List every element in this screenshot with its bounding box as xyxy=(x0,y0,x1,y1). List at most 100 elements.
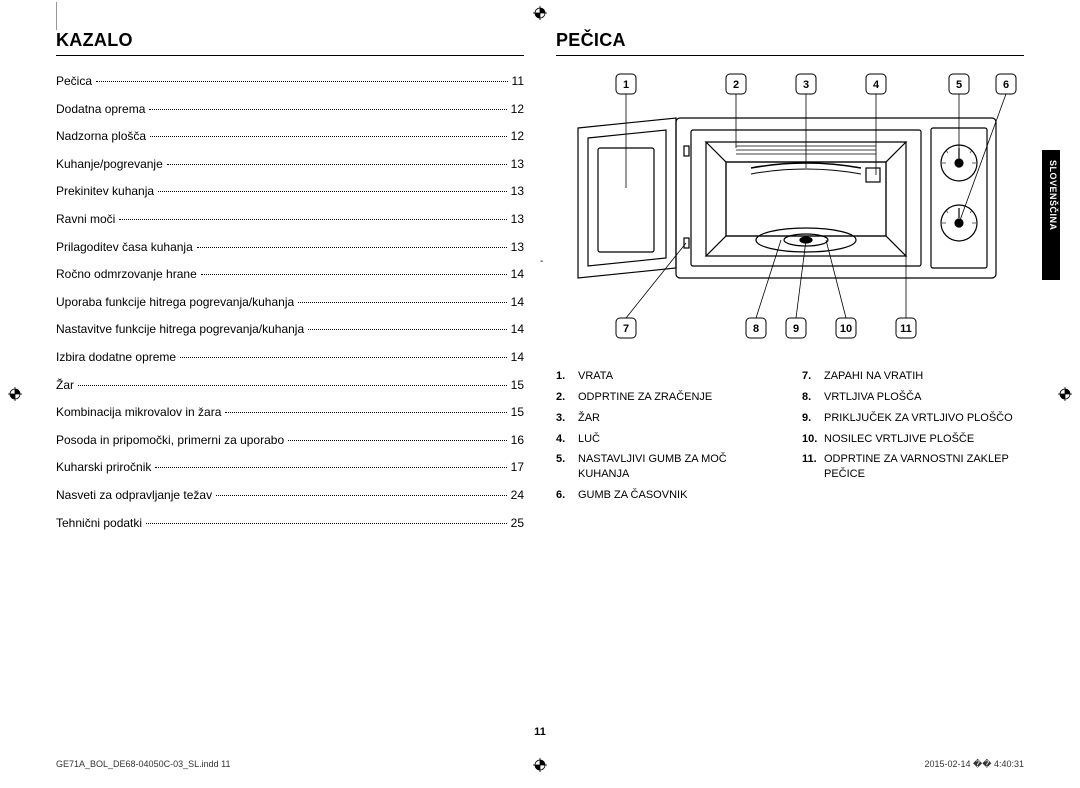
legend-left-col: 1.VRATA2.ODPRTINE ZA ZRAČENJE3.ŽAR4.LUČ5… xyxy=(556,369,778,509)
legend-num: 1. xyxy=(556,369,574,384)
svg-text:10: 10 xyxy=(840,323,852,335)
legend-item: 6. GUMB ZA ČASOVNIK xyxy=(556,488,778,503)
toc-item: Uporaba funkcije hitrega pogrevanja/kuha… xyxy=(56,289,524,317)
toc-item-page: 25 xyxy=(511,516,524,532)
crop-mark xyxy=(56,2,57,30)
toc-item: Nadzorna plošča 12 xyxy=(56,123,524,151)
toc-item-title: Nasveti za odpravljanje težav xyxy=(56,488,212,504)
toc-item: Prekinitev kuhanja13 xyxy=(56,178,524,206)
legend-text: ODPRTINE ZA VARNOSTNI ZAKLEP PEČICE xyxy=(824,452,1024,482)
toc-item-title: Pečica xyxy=(56,74,92,90)
toc-dots xyxy=(197,247,507,248)
legend-item: 5.NASTAVLJIVI GUMB ZA MOČ KUHANJA xyxy=(556,452,778,482)
page-number: 11 xyxy=(534,726,546,738)
legend-num: 10. xyxy=(802,432,820,447)
svg-text:5: 5 xyxy=(956,79,962,91)
toc-item-page: 14 xyxy=(511,295,524,311)
toc-item-title: Ravni moči xyxy=(56,212,115,228)
legend-num: 7. xyxy=(802,369,820,384)
svg-text:11: 11 xyxy=(900,323,912,335)
svg-text:1: 1 xyxy=(623,79,629,91)
toc-item-title: Uporaba funkcije hitrega pogrevanja/kuha… xyxy=(56,295,294,311)
toc-item-title: Posoda in pripomočki, primerni za uporab… xyxy=(56,433,284,449)
toc-item: Žar15 xyxy=(56,372,524,400)
legend: 1.VRATA2.ODPRTINE ZA ZRAČENJE3.ŽAR4.LUČ5… xyxy=(556,369,1024,509)
legend-text: NASTAVLJIVI GUMB ZA MOČ KUHANJA xyxy=(578,452,778,482)
toc-item-title: Kombinacija mikrovalov in žara xyxy=(56,405,221,421)
toc-item-title: Nadzorna plošča xyxy=(56,129,146,145)
toc-item-title: Izbira dodatne opreme xyxy=(56,350,176,366)
svg-text:3: 3 xyxy=(803,79,809,91)
toc-item-page: 17 xyxy=(511,460,524,476)
toc-dots xyxy=(158,191,507,192)
legend-item: 10.NOSILEC VRTLJIVE PLOŠČE xyxy=(802,432,1024,447)
toc-item: Nasveti za odpravljanje težav 24 xyxy=(56,482,524,510)
legend-item: 8. VRTLJIVA PLOŠČA xyxy=(802,390,1024,405)
toc-dots xyxy=(216,495,507,496)
toc-item-page: 14 xyxy=(511,322,524,338)
legend-text: ŽAR xyxy=(578,411,600,426)
toc-dots xyxy=(155,467,506,468)
legend-num: 2. xyxy=(556,390,574,405)
legend-num: 9. xyxy=(802,411,820,426)
toc-item-page: 13 xyxy=(511,240,524,256)
legend-num: 8. xyxy=(802,390,820,405)
svg-text:2: 2 xyxy=(733,79,739,91)
toc-dots xyxy=(298,302,506,303)
toc-item-page: 16 xyxy=(511,433,524,449)
toc-item: Pečica 11 xyxy=(56,68,524,96)
legend-text: LUČ xyxy=(578,432,600,447)
toc-dots xyxy=(201,274,507,275)
footer-timestamp: 2015-02-14 �� 4:40:31 xyxy=(924,759,1024,770)
legend-item: 11.ODPRTINE ZA VARNOSTNI ZAKLEP PEČICE xyxy=(802,452,1024,482)
legend-text: VRTLJIVA PLOŠČA xyxy=(824,390,921,405)
legend-item: 9.PRIKLJUČEK ZA VRTLJIVO PLOŠČO xyxy=(802,411,1024,426)
oven-heading: Pečica xyxy=(556,30,1024,56)
toc-item-title: Žar xyxy=(56,378,74,394)
toc-item: Dodatna oprema12 xyxy=(56,96,524,124)
toc-item: Tehnični podatki25 xyxy=(56,510,524,538)
svg-text:4: 4 xyxy=(873,79,880,91)
toc-item-page: 14 xyxy=(511,267,524,283)
legend-right-col: 7.ZAPAHI NA VRATIH8.VRTLJIVA PLOŠČA9.PRI… xyxy=(802,369,1024,509)
toc-dots xyxy=(78,385,507,386)
toc-list: Pečica 11 Dodatna oprema12 Nadzorna plošča 1… xyxy=(56,68,524,537)
toc-dots xyxy=(150,136,507,137)
toc-item: Posoda in pripomočki, primerni za uporab… xyxy=(56,427,524,455)
toc-item-page: 24 xyxy=(511,488,524,504)
toc-item: Ročno odmrzovanje hrane 14 xyxy=(56,261,524,289)
toc-dots xyxy=(288,440,507,441)
footer-filename: GE71A_BOL_DE68-04050C-03_SL.indd 11 xyxy=(56,759,230,770)
toc-item-page: 12 xyxy=(511,129,524,145)
toc-item-title: Ročno odmrzovanje hrane xyxy=(56,267,197,283)
toc-item: Kuharski priročnik 17 xyxy=(56,454,524,482)
legend-text: GUMB ZA ČASOVNIK xyxy=(578,488,687,503)
toc-dots xyxy=(225,412,506,413)
toc-item-page: 11 xyxy=(512,74,524,90)
toc-dots xyxy=(167,164,507,165)
legend-num: 6. xyxy=(556,488,574,503)
toc-item-title: Nastavitve funkcije hitrega pogrevanja/k… xyxy=(56,322,304,338)
toc-item: Izbira dodatne opreme14 xyxy=(56,344,524,372)
toc-item-title: Kuhanje/pogrevanje xyxy=(56,157,163,173)
toc-item: Kuhanje/pogrevanje13 xyxy=(56,151,524,179)
registration-mark-icon xyxy=(1058,387,1072,401)
toc-item: Ravni moči 13 xyxy=(56,206,524,234)
legend-item: 2.ODPRTINE ZA ZRAČENJE xyxy=(556,390,778,405)
toc-item-page: 15 xyxy=(511,405,524,421)
toc-dots xyxy=(149,109,506,110)
legend-num: 5. xyxy=(556,452,574,482)
toc-column: Kazalo Pečica11Dodatna oprema12Nadzorna … xyxy=(56,30,524,740)
registration-mark-icon xyxy=(533,6,547,20)
legend-num: 3. xyxy=(556,411,574,426)
toc-item-title: Kuharski priročnik xyxy=(56,460,151,476)
toc-item: Prilagoditev časa kuhanja13 xyxy=(56,234,524,262)
svg-text:7: 7 xyxy=(623,323,629,335)
toc-item-page: 13 xyxy=(511,212,524,228)
toc-dots xyxy=(180,357,507,358)
svg-text:8: 8 xyxy=(753,323,759,335)
legend-num: 11. xyxy=(802,452,820,482)
toc-dots xyxy=(308,329,506,330)
toc-item-title: Prekinitev kuhanja xyxy=(56,184,154,200)
toc-heading: Kazalo xyxy=(56,30,524,56)
